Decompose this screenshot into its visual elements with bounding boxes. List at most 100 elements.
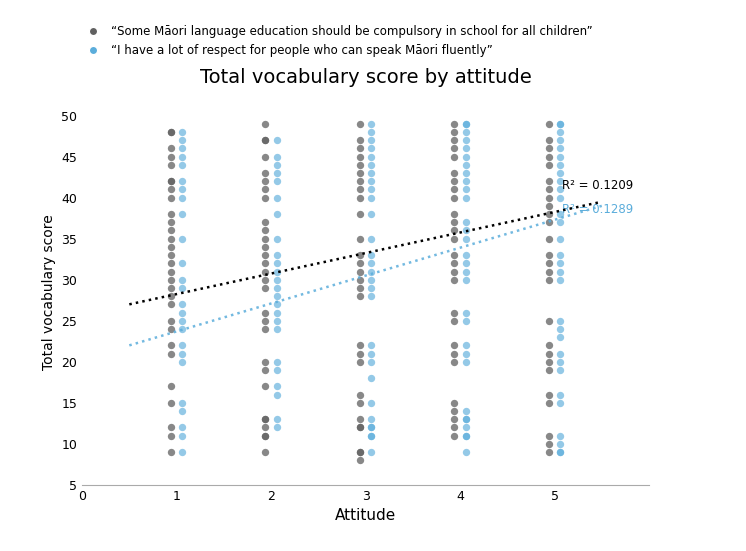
Point: [260, 382, 272, 391]
Point: [260, 185, 272, 194]
Point: [354, 284, 366, 293]
Point: [366, 120, 377, 128]
Point: [165, 128, 177, 137]
Point: [366, 431, 377, 440]
Point: [554, 185, 566, 194]
Point: [271, 415, 283, 424]
Point: [354, 169, 366, 177]
Point: [460, 136, 471, 144]
Point: [176, 316, 188, 325]
Point: [460, 415, 471, 424]
Point: [366, 267, 377, 276]
Point: [366, 185, 377, 194]
Point: [460, 431, 471, 440]
Point: [260, 284, 272, 293]
Point: [554, 276, 566, 284]
Point: [366, 415, 377, 424]
Point: [366, 423, 377, 432]
Point: [260, 447, 272, 456]
Point: [554, 152, 566, 161]
Point: [460, 447, 471, 456]
Point: [354, 259, 366, 268]
Point: [366, 341, 377, 350]
Point: [554, 210, 566, 219]
Point: [271, 160, 283, 169]
Point: [165, 325, 177, 333]
Point: [366, 374, 377, 382]
Point: [366, 358, 377, 366]
Point: [271, 193, 283, 202]
Point: [366, 431, 377, 440]
Point: [260, 308, 272, 317]
Point: [271, 169, 283, 177]
Point: [554, 431, 566, 440]
Point: [554, 447, 566, 456]
Point: [165, 276, 177, 284]
Point: [165, 177, 177, 186]
Point: [354, 251, 366, 260]
Point: [460, 415, 471, 424]
Point: [554, 358, 566, 366]
Point: [354, 349, 366, 358]
Point: [354, 415, 366, 424]
Point: [448, 152, 460, 161]
Point: [543, 398, 555, 407]
Point: [543, 218, 555, 226]
Point: [271, 423, 283, 432]
Point: [448, 276, 460, 284]
Point: [354, 177, 366, 186]
Point: [460, 144, 471, 153]
Point: [543, 136, 555, 144]
Point: [366, 291, 377, 300]
Point: [448, 308, 460, 317]
Title: Total vocabulary score by attitude: Total vocabulary score by attitude: [200, 68, 531, 87]
Point: [260, 152, 272, 161]
Point: [460, 226, 471, 235]
Point: [260, 358, 272, 366]
Point: [448, 407, 460, 415]
Point: [176, 308, 188, 317]
Point: [165, 300, 177, 309]
Point: [554, 447, 566, 456]
Point: [165, 193, 177, 202]
Point: [176, 349, 188, 358]
Point: [448, 226, 460, 235]
Point: [354, 136, 366, 144]
Point: [165, 210, 177, 219]
Point: [460, 308, 471, 317]
Point: [176, 144, 188, 153]
Point: [354, 447, 366, 456]
Point: [176, 210, 188, 219]
Point: [176, 407, 188, 415]
Point: [543, 447, 555, 456]
Point: [176, 358, 188, 366]
Point: [460, 423, 471, 432]
Point: [554, 234, 566, 243]
Point: [176, 276, 188, 284]
Point: [271, 390, 283, 399]
Point: [543, 341, 555, 350]
Point: [460, 128, 471, 137]
Point: [176, 284, 188, 293]
Point: [543, 259, 555, 268]
Point: [165, 431, 177, 440]
Point: [176, 259, 188, 268]
Point: [543, 152, 555, 161]
Point: [354, 423, 366, 432]
Point: [448, 177, 460, 186]
Point: [460, 152, 471, 161]
Point: [165, 234, 177, 243]
Point: [554, 177, 566, 186]
Point: [460, 251, 471, 260]
Point: [366, 152, 377, 161]
Point: [354, 447, 366, 456]
Point: [165, 259, 177, 268]
Point: [176, 341, 188, 350]
Point: [354, 185, 366, 194]
Point: [271, 136, 283, 144]
Point: [448, 169, 460, 177]
Point: [260, 267, 272, 276]
Point: [260, 234, 272, 243]
Point: [176, 300, 188, 309]
Point: [354, 423, 366, 432]
